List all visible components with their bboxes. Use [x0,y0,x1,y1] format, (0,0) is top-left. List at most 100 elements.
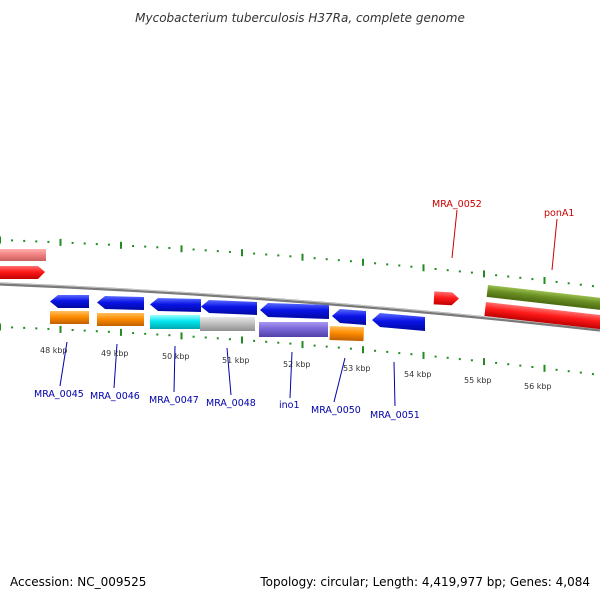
forward-gene-pink[interactable] [0,249,46,261]
outer-track-minor-tick [95,243,98,246]
inner-track-major-tick [180,332,183,340]
outer-track-minor-tick [507,275,510,278]
scale-label-52: 52 kbp [283,360,311,369]
outer-track-major-tick [543,277,546,284]
gene-MRA_0047[interactable] [150,298,201,312]
inner-track-minor-tick [265,340,268,343]
gene-ponA1-olive[interactable] [486,285,600,311]
outer-track-minor-tick [386,263,389,266]
label-MRA_0047[interactable]: MRA_0047 [149,395,199,406]
outer-track-major-tick [180,245,183,253]
label-ino1[interactable]: ino1 [279,400,300,411]
inner-track-minor-tick [71,329,74,331]
inner-track-major-tick [0,323,1,331]
gene-MRA_0052[interactable] [433,291,460,306]
label-MRA_0050[interactable]: MRA_0050 [311,405,361,416]
gene-MRA_0051[interactable] [372,313,425,331]
forward-gene-red-left[interactable] [0,266,45,279]
scale-label-55: 55 kbp [464,376,492,385]
inner-track-minor-tick [410,353,413,356]
leader-MRA_0045 [59,341,68,387]
leader-ponA1 [551,218,558,271]
topology-text: Topology: circular; Length: 4,419,977 bp… [260,575,590,589]
gene-MRA_0045[interactable] [50,295,89,308]
inner-track-minor-tick [434,355,437,358]
gene-MRA_0046-orange[interactable] [97,313,144,326]
inner-track-minor-tick [289,342,292,345]
inner-track-minor-tick [337,346,340,349]
outer-track-minor-tick [192,248,195,251]
outer-track-major-tick [241,249,243,257]
inner-tick-track [0,323,594,376]
gene-ponA1-red[interactable] [484,302,600,330]
inner-track-minor-tick [398,352,401,355]
inner-track-minor-tick [567,370,570,373]
gene-MRA_0048-grey[interactable] [200,317,255,331]
label-MRA_0052[interactable]: MRA_0052 [432,199,482,210]
outer-track-minor-tick [313,257,316,260]
label-ponA1[interactable]: ponA1 [544,208,574,219]
inner-track-minor-tick [458,358,461,361]
outer-track-minor-tick [458,270,461,273]
gene-MRA_0050-orange[interactable] [329,325,364,342]
outer-track-minor-tick [398,264,401,267]
inner-track-minor-tick [216,337,219,340]
inner-track-minor-tick [168,334,171,337]
gene-MRA_0045-orange[interactable] [50,311,89,324]
outer-track-minor-tick [47,240,50,243]
leader-MRA_0050 [333,357,346,403]
leader-MRA_0051 [393,361,396,407]
inner-track-minor-tick [23,326,26,329]
inner-track-minor-tick [325,345,328,348]
gene-ino1-purple[interactable] [259,322,328,337]
inner-track-minor-tick [107,330,110,333]
outer-track-minor-tick [277,254,280,257]
outer-track-minor-tick [156,246,159,249]
inner-track-minor-tick [531,366,534,368]
inner-track-minor-tick [132,332,135,335]
inner-track-minor-tick [277,341,280,344]
inner-track-major-tick [59,325,62,333]
gene-MRA_0050[interactable] [332,309,366,325]
scale-label-51: 51 kbp [222,356,250,365]
inner-track-minor-tick [349,347,352,350]
outer-track-minor-tick [71,241,74,244]
inner-track-minor-tick [204,336,207,339]
label-MRA_0045[interactable]: MRA_0045 [34,389,84,400]
scale-label-53: 53 kbp [343,364,371,373]
gene-MRA_0047-cyan[interactable] [150,315,200,329]
gene-MRA_0046[interactable] [97,296,144,310]
outer-track-minor-tick [446,269,449,272]
inner-track-major-tick [120,328,122,336]
inner-track-minor-tick [47,327,50,330]
outer-track-minor-tick [579,283,582,286]
gene-MRA_0048[interactable] [201,300,257,315]
outer-track-minor-tick [410,265,413,268]
scale-label-54: 54 kbp [404,370,432,379]
inner-track-minor-tick [591,373,594,376]
outer-track-minor-tick [567,282,570,285]
label-MRA_0046[interactable]: MRA_0046 [90,391,140,402]
gene-ino1[interactable] [260,303,329,319]
inner-track-minor-tick [507,363,510,366]
inner-track-minor-tick [95,330,98,333]
inner-track-major-tick [543,364,546,372]
outer-track-minor-tick [228,250,231,253]
label-MRA_0048[interactable]: MRA_0048 [206,398,256,409]
inner-track-minor-tick [386,350,389,353]
outer-track-minor-tick [132,245,135,247]
outer-track-minor-tick [349,260,352,263]
genome-title: Mycobacterium tuberculosis H37Ra, comple… [135,11,465,25]
outer-track-minor-tick [23,239,26,242]
label-MRA_0051[interactable]: MRA_0051 [370,410,420,421]
outer-track-minor-tick [555,280,558,283]
inner-track-minor-tick [495,361,498,364]
outer-track-minor-tick [519,276,522,279]
leader-MRA_0046 [113,343,118,389]
outer-track-minor-tick [337,259,340,262]
outer-track-minor-tick [289,255,292,258]
outer-track-minor-tick [265,253,268,256]
scale-label-50: 50 kbp [162,352,190,361]
outer-track-minor-tick [107,243,110,246]
